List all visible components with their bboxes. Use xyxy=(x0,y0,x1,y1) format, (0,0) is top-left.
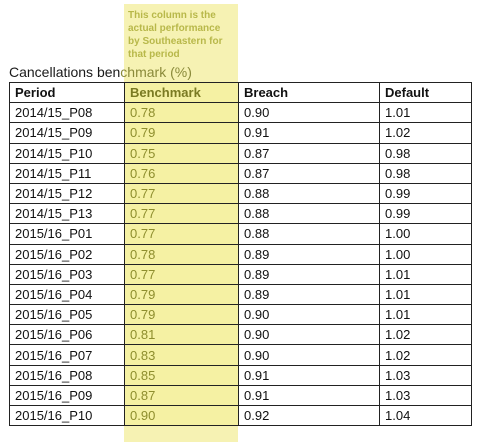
table-row: 2015/16_P09 0.87 0.91 1.03 xyxy=(9,384,472,407)
table-row: 2015/16_P10 0.90 0.92 1.04 xyxy=(9,404,472,427)
cell-breach: 0.90 xyxy=(238,324,380,346)
cell-breach: 0.87 xyxy=(238,142,380,164)
cancellations-table: Period Benchmark Breach Default 2014/15_… xyxy=(9,81,472,427)
cell-default: 1.01 xyxy=(379,283,472,306)
cell-period: 2015/16_P06 xyxy=(9,324,125,346)
header-breach: Breach xyxy=(238,81,380,104)
cell-benchmark: 0.81 xyxy=(124,324,239,346)
cell-breach: 0.89 xyxy=(238,283,380,306)
cell-default: 1.01 xyxy=(379,263,472,285)
cell-period: 2015/16_P10 xyxy=(9,404,125,427)
table-row: 2015/16_P04 0.79 0.89 1.01 xyxy=(9,283,472,306)
cell-breach: 0.89 xyxy=(238,243,380,265)
table-row: 2014/15_P09 0.79 0.91 1.02 xyxy=(9,122,472,144)
cell-benchmark: 0.79 xyxy=(124,283,239,306)
cell-period: 2014/15_P13 xyxy=(9,203,125,225)
table-row: 2015/16_P01 0.77 0.88 1.00 xyxy=(9,223,472,245)
cell-period: 2014/15_P08 xyxy=(9,102,125,124)
table-row: 2014/15_P12 0.77 0.88 0.99 xyxy=(9,182,472,205)
cell-period: 2015/16_P04 xyxy=(9,283,125,306)
cell-breach: 0.91 xyxy=(238,364,380,386)
cell-default: 1.02 xyxy=(379,324,472,346)
cell-benchmark: 0.90 xyxy=(124,404,239,427)
cell-benchmark: 0.77 xyxy=(124,203,239,225)
cell-period: 2015/16_P01 xyxy=(9,223,125,245)
cell-default: 1.02 xyxy=(379,122,472,144)
cell-default: 1.01 xyxy=(379,304,472,326)
cell-benchmark: 0.78 xyxy=(124,102,239,124)
cell-benchmark: 0.77 xyxy=(124,223,239,245)
cell-benchmark: 0.76 xyxy=(124,162,239,184)
table-row: 2014/15_P13 0.77 0.88 0.99 xyxy=(9,203,472,225)
cell-default: 1.03 xyxy=(379,384,472,407)
cell-breach: 0.90 xyxy=(238,304,380,326)
cell-breach: 0.90 xyxy=(238,344,380,366)
cell-breach: 0.91 xyxy=(238,384,380,407)
cell-default: 1.01 xyxy=(379,102,472,124)
cell-breach: 0.88 xyxy=(238,182,380,205)
cell-period: 2015/16_P05 xyxy=(9,304,125,326)
table-row: 2015/16_P05 0.79 0.90 1.01 xyxy=(9,304,472,326)
table-row: 2015/16_P06 0.81 0.90 1.02 xyxy=(9,324,472,346)
cell-default: 0.98 xyxy=(379,162,472,184)
table-row: 2014/15_P11 0.76 0.87 0.98 xyxy=(9,162,472,184)
cell-benchmark: 0.83 xyxy=(124,344,239,366)
cell-period: 2015/16_P07 xyxy=(9,344,125,366)
cell-period: 2015/16_P08 xyxy=(9,364,125,386)
cell-default: 0.99 xyxy=(379,182,472,205)
cell-benchmark: 0.77 xyxy=(124,263,239,285)
cell-period: 2015/16_P03 xyxy=(9,263,125,285)
caption-tail: chmark (%) xyxy=(120,64,192,80)
table-body: 2014/15_P08 0.78 0.90 1.01 2014/15_P09 0.79 0.… xyxy=(9,102,472,427)
cell-default: 0.98 xyxy=(379,142,472,164)
table-row: 2015/16_P08 0.85 0.91 1.03 xyxy=(9,364,472,386)
cell-period: 2014/15_P12 xyxy=(9,182,125,205)
cell-period: 2014/15_P09 xyxy=(9,122,125,144)
cell-benchmark: 0.78 xyxy=(124,243,239,265)
cell-benchmark: 0.87 xyxy=(124,384,239,407)
cell-period: 2015/16_P09 xyxy=(9,384,125,407)
cell-period: 2015/16_P02 xyxy=(9,243,125,265)
cell-default: 0.99 xyxy=(379,203,472,225)
cell-breach: 0.91 xyxy=(238,122,380,144)
caption-main: Cancellations ben xyxy=(9,64,121,80)
cell-breach: 0.87 xyxy=(238,162,380,184)
cell-breach: 0.92 xyxy=(238,404,380,427)
cell-default: 1.02 xyxy=(379,344,472,366)
table-caption: Cancellations benchmark (%) xyxy=(9,64,192,80)
cell-breach: 0.88 xyxy=(238,203,380,225)
cell-period: 2014/15_P10 xyxy=(9,142,125,164)
cell-breach: 0.90 xyxy=(238,102,380,124)
cell-default: 1.00 xyxy=(379,223,472,245)
table-row: 2015/16_P07 0.83 0.90 1.02 xyxy=(9,344,472,366)
cell-benchmark: 0.79 xyxy=(124,122,239,144)
table-row: 2014/15_P10 0.75 0.87 0.98 xyxy=(9,142,472,164)
header-default: Default xyxy=(379,81,472,104)
highlight-annotation: This column is the actual performance by… xyxy=(128,10,223,60)
cell-benchmark: 0.77 xyxy=(124,182,239,205)
cell-period: 2014/15_P11 xyxy=(9,162,125,184)
cell-benchmark: 0.85 xyxy=(124,364,239,386)
table-row: 2015/16_P03 0.77 0.89 1.01 xyxy=(9,263,472,285)
header-benchmark: Benchmark xyxy=(124,81,239,104)
cell-benchmark: 0.79 xyxy=(124,304,239,326)
table-row: 2014/15_P08 0.78 0.90 1.01 xyxy=(9,102,472,124)
table-row: 2015/16_P02 0.78 0.89 1.00 xyxy=(9,243,472,265)
cell-benchmark: 0.75 xyxy=(124,142,239,164)
table-header-row: Period Benchmark Breach Default xyxy=(9,81,472,104)
cell-default: 1.03 xyxy=(379,364,472,386)
cell-breach: 0.88 xyxy=(238,223,380,245)
cell-default: 1.04 xyxy=(379,404,472,427)
header-period: Period xyxy=(9,81,125,104)
cell-breach: 0.89 xyxy=(238,263,380,285)
cell-default: 1.00 xyxy=(379,243,472,265)
